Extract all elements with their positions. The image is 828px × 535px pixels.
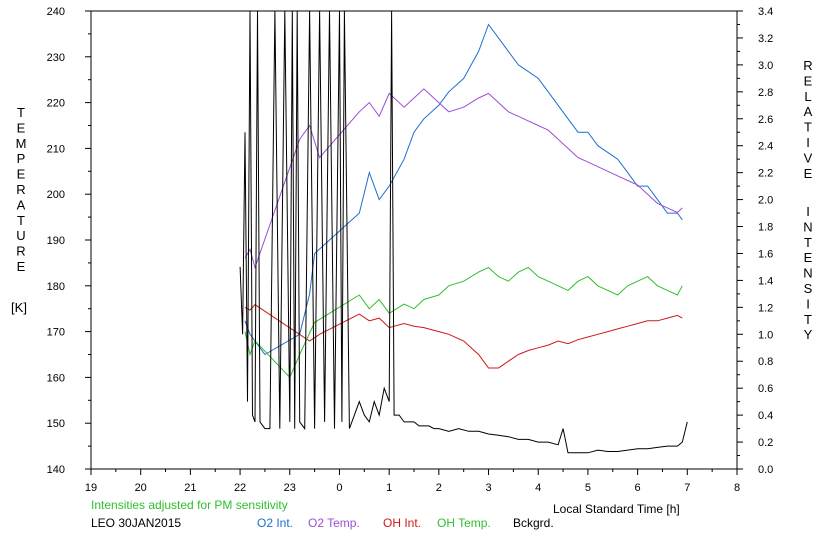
y-right-label-letter: Y (804, 327, 813, 342)
x-tick-label: 5 (585, 482, 591, 494)
axis-layer: 19 20 21 22 23 0 1 2 3 4 5 6 7 8140150160170180190200… (11, 6, 813, 494)
x-tick-label: 8 (734, 482, 740, 494)
y-right-label-letter: T (804, 235, 812, 250)
y-right-label-letter: T (804, 120, 812, 135)
y-left-tick-label: 200 (47, 189, 65, 201)
station-date-label: LEO 30JAN2015 (91, 516, 182, 530)
y-right-tick-label: 2.2 (758, 168, 773, 180)
legend-oh-temp: OH Temp. (437, 516, 491, 530)
y-right-label-letter: N (803, 266, 812, 281)
y-right-label-letter: E (804, 166, 813, 181)
y-right-label-letter: V (804, 150, 813, 165)
y-left-label-letter: E (17, 167, 26, 182)
x-tick-label: 4 (535, 482, 541, 494)
y-right-tick-label: 3.2 (758, 33, 773, 45)
y-right-label-letter: I (806, 204, 810, 219)
legend-oh-int-label: OH Int. (383, 516, 422, 530)
y-right-tick-label: 0.0 (758, 464, 773, 476)
x-tick-label: 6 (635, 482, 641, 494)
x-tick-label: 19 (85, 482, 97, 494)
pm-sensitivity-note: Intensities adjusted for PM sensitivity (91, 498, 288, 512)
y-left-tick-label: 210 (47, 143, 65, 155)
y-left-label-letter: U (16, 228, 25, 243)
legend-o2-int-label: O2 Int. (257, 516, 294, 530)
x-tick-label: 20 (135, 482, 147, 494)
y-right-tick-label: 0.6 (758, 383, 773, 395)
legend-o2-int: O2 Int. (257, 516, 293, 530)
y-left-tick-label: 180 (47, 281, 65, 293)
y-right-tick-label: 2.6 (758, 114, 773, 126)
series-line-oh-int (244, 304, 683, 369)
y-left-tick-label: 170 (47, 327, 65, 339)
series-layer (239, 11, 688, 454)
series-line-oh-temp (244, 266, 683, 379)
y-left-label-letter: A (17, 197, 26, 212)
y-right-label-letter: I (806, 296, 810, 311)
y-left-label-letter: P (17, 151, 26, 166)
series-line-o2-temp (244, 88, 683, 270)
x-tick-label: 21 (184, 482, 196, 494)
x-axis-label: Local Standard Time [h] (553, 502, 680, 516)
series-line-bckgrd (239, 11, 688, 454)
y-left-label-letter: E (17, 120, 26, 135)
y-right-label-letter: E (804, 73, 813, 88)
x-tick-label: 2 (436, 482, 442, 494)
y-right-tick-label: 0.2 (758, 437, 773, 449)
y-left-tick-label: 140 (47, 464, 65, 476)
legend-o2-temp-label: O2 Temp. (308, 516, 360, 530)
y-right-label-letter: T (804, 312, 812, 327)
y-left-tick-label: 240 (47, 6, 65, 18)
y-right-label-letter: R (803, 58, 812, 73)
y-left-unit: [K] (11, 300, 27, 315)
y-right-tick-label: 1.8 (758, 222, 773, 234)
y-right-label-letter: L (804, 89, 811, 104)
y-left-tick-label: 160 (47, 372, 65, 384)
x-tick-label: 23 (284, 482, 296, 494)
y-right-label-letter: I (806, 135, 810, 150)
y-right-tick-label: 1.2 (758, 302, 773, 314)
y-right-tick-label: 2.0 (758, 195, 773, 207)
x-tick-label: 0 (336, 482, 342, 494)
y-left-tick-label: 230 (47, 52, 65, 64)
plot-frame (90, 10, 738, 470)
y-right-tick-label: 1.6 (758, 248, 773, 260)
y-right-tick-label: 0.4 (758, 410, 773, 422)
x-tick-label: 1 (386, 482, 392, 494)
y-right-tick-label: 3.4 (758, 6, 773, 18)
y-right-tick-label: 2.8 (758, 87, 773, 99)
y-left-label-letter: R (16, 244, 25, 259)
y-left-tick-label: 190 (47, 235, 65, 247)
y-right-label-letter: S (804, 281, 813, 296)
legend-bckgrd: Bckgrd. (513, 516, 554, 530)
y-right-tick-label: 3.0 (758, 60, 773, 72)
x-tick-label: 3 (485, 482, 491, 494)
legend-bckgrd-label: Bckgrd. (513, 516, 554, 530)
legend-oh-int: OH Int. (383, 516, 421, 530)
y-left-tick-label: 220 (47, 98, 65, 110)
y-right-tick-label: 2.4 (758, 141, 773, 153)
y-right-tick-label: 0.8 (758, 356, 773, 368)
y-right-tick-label: 1.4 (758, 275, 773, 287)
y-right-label-letter: A (804, 104, 813, 119)
legend-oh-temp-label: OH Temp. (437, 516, 491, 530)
series-line-o2-int (244, 23, 683, 356)
y-left-label-letter: R (16, 182, 25, 197)
x-tick-label: 22 (234, 482, 246, 494)
y-left-label-letter: M (16, 136, 27, 151)
y-right-tick-label: 1.0 (758, 329, 773, 341)
y-left-label-letter: T (17, 213, 25, 228)
y-left-label-letter: E (17, 259, 26, 274)
y-right-label-letter: N (803, 219, 812, 234)
legend-o2-temp: O2 Temp. (308, 516, 360, 530)
x-tick-label: 7 (684, 482, 690, 494)
y-left-label-letter: T (17, 105, 25, 120)
y-left-tick-label: 150 (47, 418, 65, 430)
y-right-label-letter: E (804, 250, 813, 265)
